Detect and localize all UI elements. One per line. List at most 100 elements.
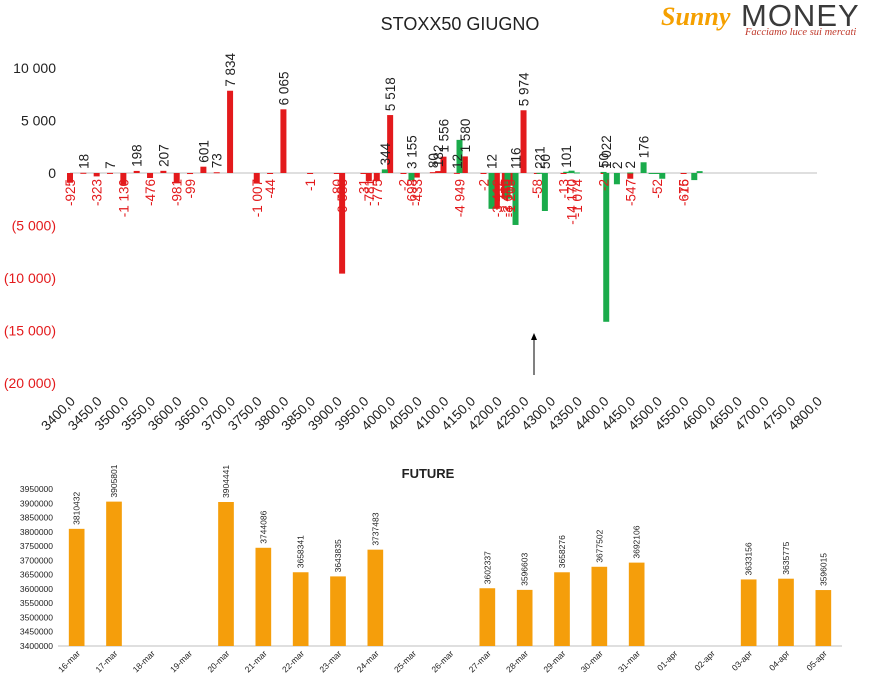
bar	[93, 173, 100, 177]
data-label: 1 022	[599, 135, 614, 169]
bar	[107, 172, 114, 174]
bar	[453, 172, 460, 174]
bar	[691, 173, 698, 181]
x-tick-label: 22-mar	[280, 648, 306, 674]
bar	[292, 572, 309, 646]
x-tick-label: 16-mar	[56, 648, 82, 674]
data-label: 3692106	[632, 525, 642, 558]
data-label: -13	[557, 179, 572, 199]
y-tick-label: 3550000	[20, 598, 53, 608]
data-label: 221	[533, 146, 548, 169]
data-label: 12	[450, 154, 465, 169]
x-tick-label: 28-mar	[504, 648, 530, 674]
bar	[330, 576, 346, 646]
data-label: -1 130	[116, 179, 131, 217]
bar	[367, 549, 384, 646]
bar	[160, 170, 167, 173]
y-tick-label: 3650000	[20, 570, 53, 580]
bar	[253, 173, 260, 184]
bar	[600, 171, 607, 173]
future-chart: FUTURE 3950000 3900000 3850000 3800000 37500…	[20, 464, 842, 674]
brand-tagline: Facciamo luce sui mercati	[745, 27, 857, 38]
x-tick-label: 26-mar	[429, 648, 455, 674]
bar	[440, 156, 447, 173]
bar	[200, 166, 207, 173]
data-label: -3 412	[490, 179, 505, 217]
data-label: -2	[477, 179, 492, 191]
bar	[408, 173, 415, 181]
data-label: 6 065	[276, 72, 291, 106]
data-label: 50	[538, 154, 553, 169]
data-label: -1 074	[570, 179, 585, 218]
data-label: 1 580	[458, 119, 473, 153]
data-label: 7 834	[223, 52, 238, 86]
bar	[504, 173, 511, 199]
data-label: -2 449	[498, 179, 513, 217]
bar	[627, 172, 634, 174]
y-tick-label: 0	[48, 165, 56, 181]
y-tick-label: (15 000)	[4, 323, 56, 339]
bar	[520, 110, 527, 173]
data-label: 12	[485, 154, 500, 169]
bar	[516, 589, 533, 646]
bar	[218, 502, 234, 646]
y-tick-label: 3750000	[20, 541, 53, 551]
bar	[554, 572, 570, 646]
bar	[680, 173, 687, 174]
bar	[280, 109, 287, 173]
data-label: -80	[330, 179, 345, 199]
data-label: -925	[63, 179, 78, 206]
x-tick-label: 29-mar	[541, 648, 567, 674]
x-tick-label: 20-mar	[205, 648, 231, 674]
x-tick-label: 25-mar	[392, 648, 418, 674]
data-label: -44	[263, 179, 278, 199]
data-label: 3 155	[404, 135, 419, 169]
bar	[778, 578, 794, 646]
data-label: -433	[410, 179, 425, 206]
options-chart: STOXX50 GIUGNO 10 000 5 000 0 (5 000) (10 00…	[4, 14, 825, 433]
data-label: 3635775	[781, 541, 791, 574]
bar	[255, 547, 272, 646]
bar	[653, 172, 660, 174]
x-tick-label: 17-mar	[93, 648, 119, 674]
bar	[573, 172, 580, 174]
x-tick-label: 03-apr	[730, 648, 755, 673]
data-label: 18	[76, 154, 91, 169]
bar	[120, 173, 127, 185]
data-label: -4 949	[453, 179, 468, 217]
brand-name-sunny: Sunny	[661, 2, 731, 31]
bar	[400, 173, 407, 174]
bar	[627, 173, 634, 179]
chart-title: FUTURE	[402, 466, 455, 481]
x-tick-label: 21-mar	[243, 648, 269, 674]
bar	[628, 562, 645, 646]
data-label: 344	[378, 142, 393, 165]
data-label: -52	[650, 179, 665, 199]
bar	[648, 172, 655, 174]
data-label: -775	[370, 179, 385, 206]
data-label: 207	[156, 144, 171, 167]
bar	[560, 173, 567, 174]
bar	[591, 566, 608, 646]
bar	[106, 501, 122, 646]
y-tick-label: 5 000	[21, 113, 56, 129]
bar	[67, 173, 73, 183]
data-label: 3596603	[520, 553, 530, 586]
data-label: -31	[356, 179, 371, 199]
data-label: 3643835	[333, 539, 343, 572]
bar	[339, 173, 346, 274]
bar	[740, 579, 757, 646]
y-tick-label: 3950000	[20, 484, 53, 494]
bar	[488, 173, 495, 209]
data-label: -675	[677, 179, 692, 206]
data-label: 3658276	[557, 535, 567, 568]
y-tick-label: 3700000	[20, 555, 53, 565]
data-label: 73	[210, 153, 225, 168]
data-label: 2	[623, 161, 638, 169]
data-label: 80	[426, 153, 441, 168]
y-tick-label: 3500000	[20, 612, 53, 622]
bar	[640, 162, 647, 173]
x-tick-label: 01-apr	[655, 648, 680, 673]
data-label: -476	[143, 179, 158, 206]
